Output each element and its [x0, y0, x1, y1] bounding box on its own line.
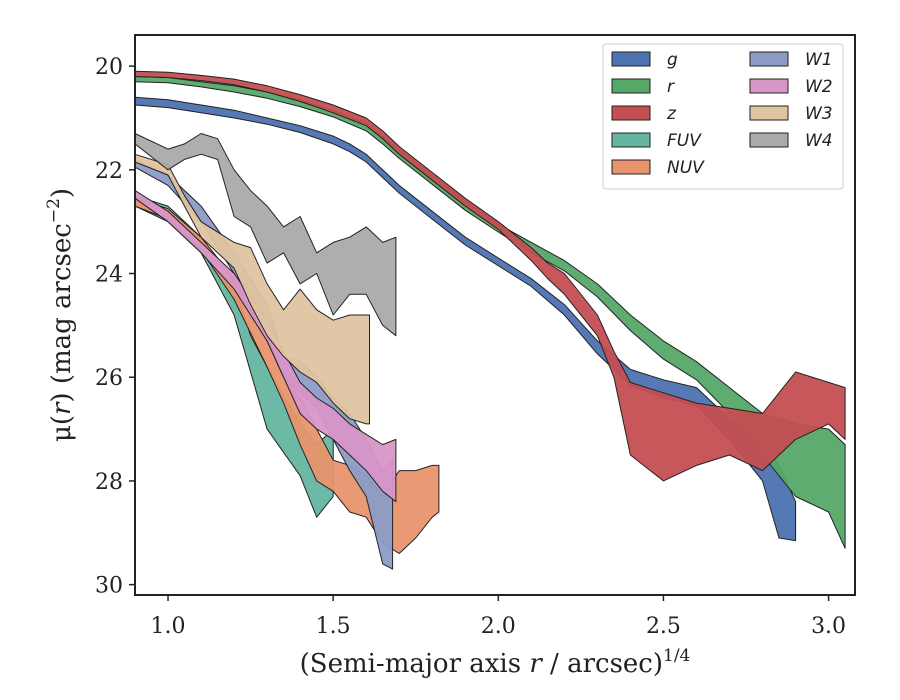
legend-label-fuv: FUV [667, 131, 702, 151]
band-z [134, 70, 846, 482]
y-tick-label: 20 [95, 55, 123, 80]
legend-label-w2: W2 [805, 77, 833, 97]
legend-label-nuv: NUV [667, 158, 705, 178]
y-axis-label-close: ) [47, 188, 77, 198]
y-tick-label: 26 [95, 366, 123, 391]
band-g [134, 96, 797, 542]
x-axis-label-unit: / arcsec) [542, 649, 663, 679]
legend-swatch-g [611, 51, 651, 67]
legend-label-r: r [667, 77, 675, 97]
legend-label-w1: W1 [805, 50, 833, 70]
x-tick-label: 2.0 [481, 614, 516, 639]
y-axis-ticks: 20 22 24 26 28 30 [95, 55, 135, 599]
y-tick-label: 30 [95, 574, 123, 599]
legend-label-z: z [666, 104, 677, 124]
x-tick-label: 3.0 [811, 614, 846, 639]
y-tick-label: 22 [95, 159, 123, 184]
y-axis-label-exponent: −2 [44, 198, 64, 223]
y-axis-label-unit: ) (mag arcsec [47, 223, 77, 402]
surface-brightness-bands [134, 70, 846, 570]
y-tick-label: 28 [95, 470, 123, 495]
band-w4 [134, 133, 397, 337]
legend-swatch-nuv [611, 159, 651, 175]
legend-swatch-fuv [611, 132, 651, 148]
legend-swatch-z [611, 105, 651, 121]
legend: grz FUV NUV W1 W2 W3 W4 [602, 43, 844, 190]
plot-frame [134, 34, 856, 596]
y-axis-label-text: μ( [47, 415, 77, 442]
legend-label-w4: W4 [805, 131, 833, 151]
band-w3 [134, 153, 370, 425]
legend-label-w3: W3 [805, 104, 833, 124]
legend-swatch-w1 [749, 51, 789, 67]
x-tick-label: 1.0 [151, 614, 186, 639]
x-axis-ticks: 1.0 1.5 2.0 2.5 3.0 [151, 595, 846, 639]
x-tick-label: 1.5 [316, 614, 351, 639]
y-axis-label-var: r [47, 401, 77, 415]
legend-swatch-r [611, 78, 651, 94]
y-tick-label: 24 [95, 263, 123, 288]
legend-swatch-w2 [749, 78, 789, 94]
legend-label-g: g [667, 50, 678, 70]
legend-swatch-w4 [749, 132, 789, 148]
legend-swatch-w3 [749, 105, 789, 121]
x-axis-label-exponent: 1/4 [663, 646, 690, 666]
x-axis-label-text: (Semi-major axis [300, 649, 530, 679]
y-axis-label: μ(r) (mag arcsec−2) [44, 188, 77, 442]
x-tick-label: 2.5 [646, 614, 681, 639]
x-axis-label: (Semi-major axis r / arcsec)1/4 [300, 646, 691, 679]
x-axis-label-var: r [529, 649, 543, 679]
